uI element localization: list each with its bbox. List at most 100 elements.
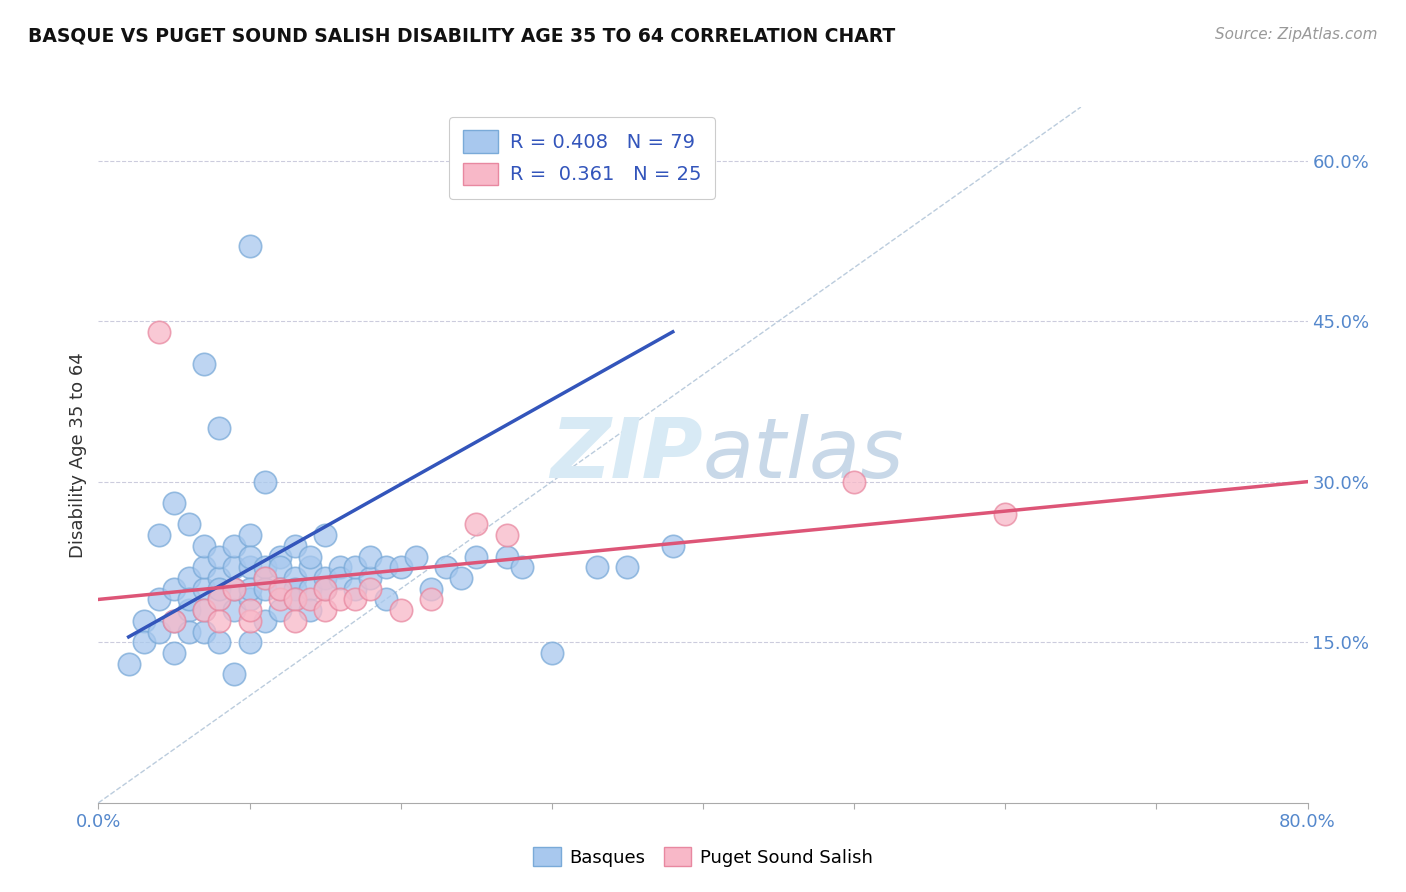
Legend: Basques, Puget Sound Salish: Basques, Puget Sound Salish (526, 840, 880, 874)
Point (239, 592, 262, 607)
Point (314, 571, 336, 585)
Point (299, 603, 322, 617)
Point (132, 635, 155, 649)
Point (284, 614, 307, 628)
Legend: R = 0.408   N = 79, R =  0.361   N = 25: R = 0.408 N = 79, R = 0.361 N = 25 (450, 117, 714, 199)
Point (239, 560, 262, 574)
Point (224, 582, 246, 596)
Point (239, 549, 262, 564)
Point (389, 560, 412, 574)
Point (148, 325, 170, 339)
Point (239, 239, 262, 253)
Point (405, 549, 427, 564)
Point (208, 582, 231, 596)
Point (329, 592, 352, 607)
Point (495, 549, 517, 564)
Point (329, 571, 352, 585)
Point (163, 582, 186, 596)
Point (118, 657, 141, 671)
Point (329, 560, 352, 574)
Point (269, 560, 291, 574)
Point (179, 517, 201, 532)
Point (132, 614, 155, 628)
Point (239, 635, 262, 649)
Point (179, 603, 201, 617)
Point (344, 560, 367, 574)
Point (208, 421, 231, 435)
Point (284, 592, 307, 607)
Point (269, 603, 291, 617)
Point (284, 539, 307, 553)
Point (299, 582, 322, 596)
Point (253, 571, 276, 585)
Point (284, 592, 307, 607)
Point (299, 560, 322, 574)
Point (284, 582, 307, 596)
Point (163, 614, 186, 628)
Point (148, 624, 170, 639)
Point (299, 549, 322, 564)
Point (510, 560, 533, 574)
Point (662, 539, 685, 553)
Point (465, 517, 488, 532)
Point (314, 603, 336, 617)
Y-axis label: Disability Age 35 to 64: Disability Age 35 to 64 (69, 352, 87, 558)
Point (450, 571, 472, 585)
Point (253, 560, 276, 574)
Point (163, 614, 186, 628)
Point (314, 582, 336, 596)
Point (253, 475, 276, 489)
Point (253, 614, 276, 628)
Point (179, 571, 201, 585)
Point (994, 507, 1017, 521)
Point (208, 592, 231, 607)
Text: Source: ZipAtlas.com: Source: ZipAtlas.com (1215, 27, 1378, 42)
Point (239, 603, 262, 617)
Point (360, 571, 382, 585)
Point (284, 571, 307, 585)
Point (253, 582, 276, 596)
Point (208, 571, 231, 585)
Point (179, 592, 201, 607)
Point (224, 603, 246, 617)
Point (495, 528, 517, 542)
Point (420, 582, 443, 596)
Point (193, 560, 215, 574)
Point (360, 582, 382, 596)
Point (193, 582, 215, 596)
Point (844, 475, 866, 489)
Point (389, 603, 412, 617)
Point (208, 635, 231, 649)
Point (239, 582, 262, 596)
Point (269, 582, 291, 596)
Point (465, 549, 488, 564)
Point (239, 528, 262, 542)
Point (344, 592, 367, 607)
Point (374, 560, 396, 574)
Text: ZIP: ZIP (550, 415, 703, 495)
Point (148, 528, 170, 542)
Point (314, 528, 336, 542)
Point (224, 667, 246, 681)
Point (224, 582, 246, 596)
Text: BASQUE VS PUGET SOUND SALISH DISABILITY AGE 35 TO 64 CORRELATION CHART: BASQUE VS PUGET SOUND SALISH DISABILITY … (28, 27, 896, 45)
Point (208, 614, 231, 628)
Point (208, 592, 231, 607)
Point (179, 624, 201, 639)
Point (420, 592, 443, 607)
Point (540, 646, 562, 660)
Point (163, 496, 186, 510)
Point (193, 624, 215, 639)
Point (224, 539, 246, 553)
Point (224, 560, 246, 574)
Point (193, 357, 215, 371)
Point (163, 646, 186, 660)
Point (269, 549, 291, 564)
Point (314, 582, 336, 596)
Point (269, 592, 291, 607)
Point (374, 592, 396, 607)
Point (193, 603, 215, 617)
Point (299, 592, 322, 607)
Point (148, 592, 170, 607)
Point (193, 539, 215, 553)
